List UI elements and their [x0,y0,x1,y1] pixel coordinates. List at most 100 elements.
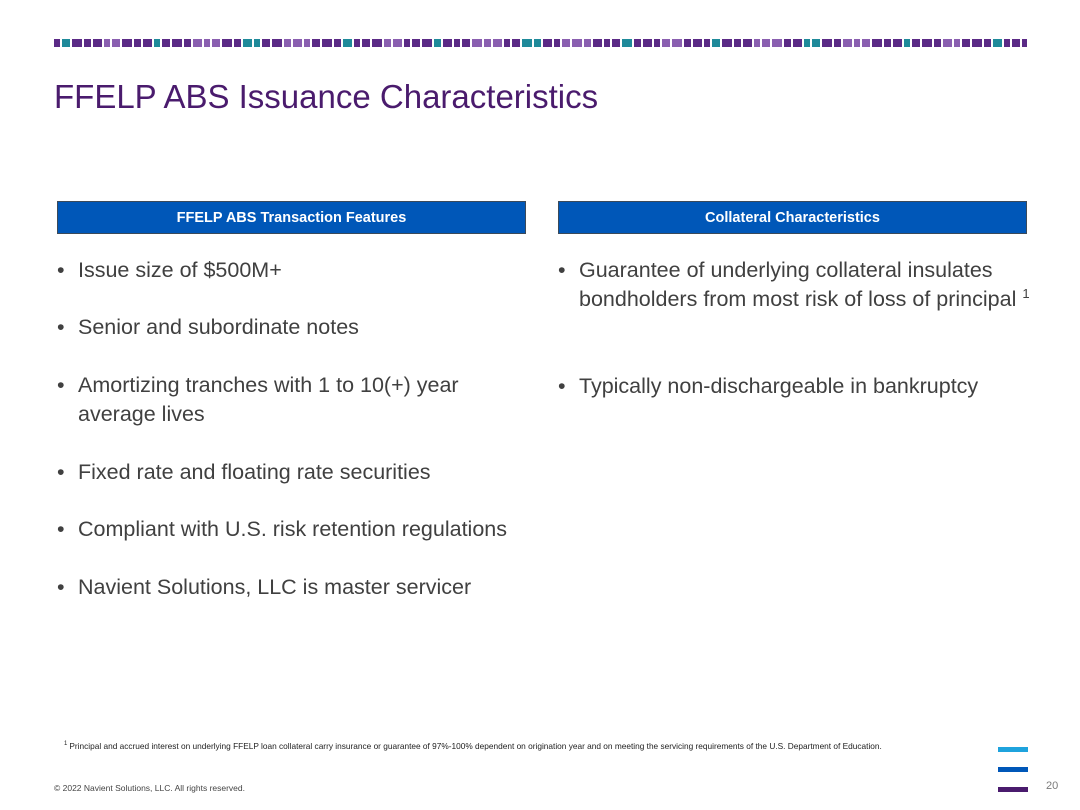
bullet-text: Senior and subordinate notes [78,315,359,339]
left-bullet-list: • Issue size of $500M+ • Senior and subord… [57,256,537,602]
band-segment [1022,39,1027,47]
footnote-marker: 1 [64,741,68,748]
bullet-text: Fixed rate and floating rate securities [78,460,431,484]
band-segment [343,39,352,47]
band-segment [734,39,741,47]
bullet-marker: • [558,374,566,398]
band-segment [643,39,652,47]
band-segment [162,39,170,47]
band-segment [622,39,632,47]
band-segment [72,39,82,47]
bullet-text: Guarantee of underlying collateral insul… [579,258,1017,311]
band-segment [693,39,702,47]
bullet-marker: • [57,460,65,484]
band-segment [943,39,952,47]
band-segment [443,39,452,47]
band-segment [362,39,370,47]
band-segment [243,39,252,47]
band-segment [312,39,320,47]
footnote-text: Principal and accrued interest on underl… [69,741,882,751]
band-segment [722,39,732,47]
band-segment [504,39,510,47]
band-segment [172,39,182,47]
band-segment [522,39,532,47]
bullet-item: • Amortizing tranches with 1 to 10(+) yea… [57,371,537,429]
band-segment [122,39,132,47]
band-segment [884,39,891,47]
band-segment [862,39,870,47]
band-segment [454,39,460,47]
band-segment [84,39,91,47]
band-segment [812,39,820,47]
bullet-marker: • [57,575,65,599]
band-segment [404,39,410,47]
band-segment [412,39,420,47]
band-segment [954,39,960,47]
bullet-item: • Navient Solutions, LLC is master servic… [57,573,537,602]
navient-logo-icon [998,747,1028,792]
band-segment [754,39,760,47]
band-segment [904,39,910,47]
band-segment [143,39,152,47]
band-segment [893,39,902,47]
band-segment [512,39,520,47]
band-segment [262,39,270,47]
band-segment [104,39,110,47]
band-segment [704,39,710,47]
bullet-item: • Issue size of $500M+ [57,256,537,285]
band-segment [184,39,191,47]
band-segment [772,39,782,47]
logo-bar [998,747,1028,752]
band-segment [912,39,920,47]
band-segment [822,39,832,47]
logo-bar [998,767,1028,772]
band-segment [484,39,491,47]
bullet-text: Amortizing tranches with 1 to 10(+) year… [78,373,459,426]
band-segment [234,39,241,47]
band-segment [93,39,102,47]
band-segment [672,39,682,47]
bullet-marker: • [558,258,566,282]
band-segment [612,39,620,47]
band-segment [1012,39,1020,47]
bullet-text: Compliant with U.S. risk retention regul… [78,517,507,541]
bullet-item: • Senior and subordinate notes [57,313,537,342]
band-segment [304,39,310,47]
band-segment [212,39,220,47]
band-segment [554,39,560,47]
band-segment [384,39,391,47]
band-segment [193,39,202,47]
band-segment [712,39,720,47]
band-segment [872,39,882,47]
bullet-item: • Typically non-dischargeable in bankrupt… [558,372,1038,401]
bullet-item: • Fixed rate and floating rate securities [57,458,537,487]
band-segment [934,39,941,47]
band-segment [422,39,432,47]
band-segment [634,39,641,47]
bullet-marker: • [57,315,65,339]
band-segment [543,39,552,47]
band-segment [204,39,210,47]
band-segment [54,39,60,47]
band-segment [784,39,791,47]
band-segment [584,39,591,47]
footnote: 1 Principal and accrued interest on under… [64,741,882,751]
band-segment [272,39,282,47]
band-segment [393,39,402,47]
band-segment [843,39,852,47]
bullet-marker: • [57,258,65,282]
band-segment [993,39,1002,47]
band-segment [962,39,970,47]
right-column-header: Collateral Characteristics [558,201,1027,234]
copyright-notice: © 2022 Navient Solutions, LLC. All right… [54,783,246,793]
band-segment [743,39,752,47]
band-segment [462,39,470,47]
bullet-text: Navient Solutions, LLC is master service… [78,575,472,599]
band-segment [834,39,841,47]
slide-title: FFELP ABS Issuance Characteristics [54,78,599,116]
band-segment [804,39,810,47]
band-segment [322,39,332,47]
band-segment [684,39,691,47]
band-segment [472,39,482,47]
bullet-item: • Guarantee of underlying collateral insu… [558,256,1038,314]
